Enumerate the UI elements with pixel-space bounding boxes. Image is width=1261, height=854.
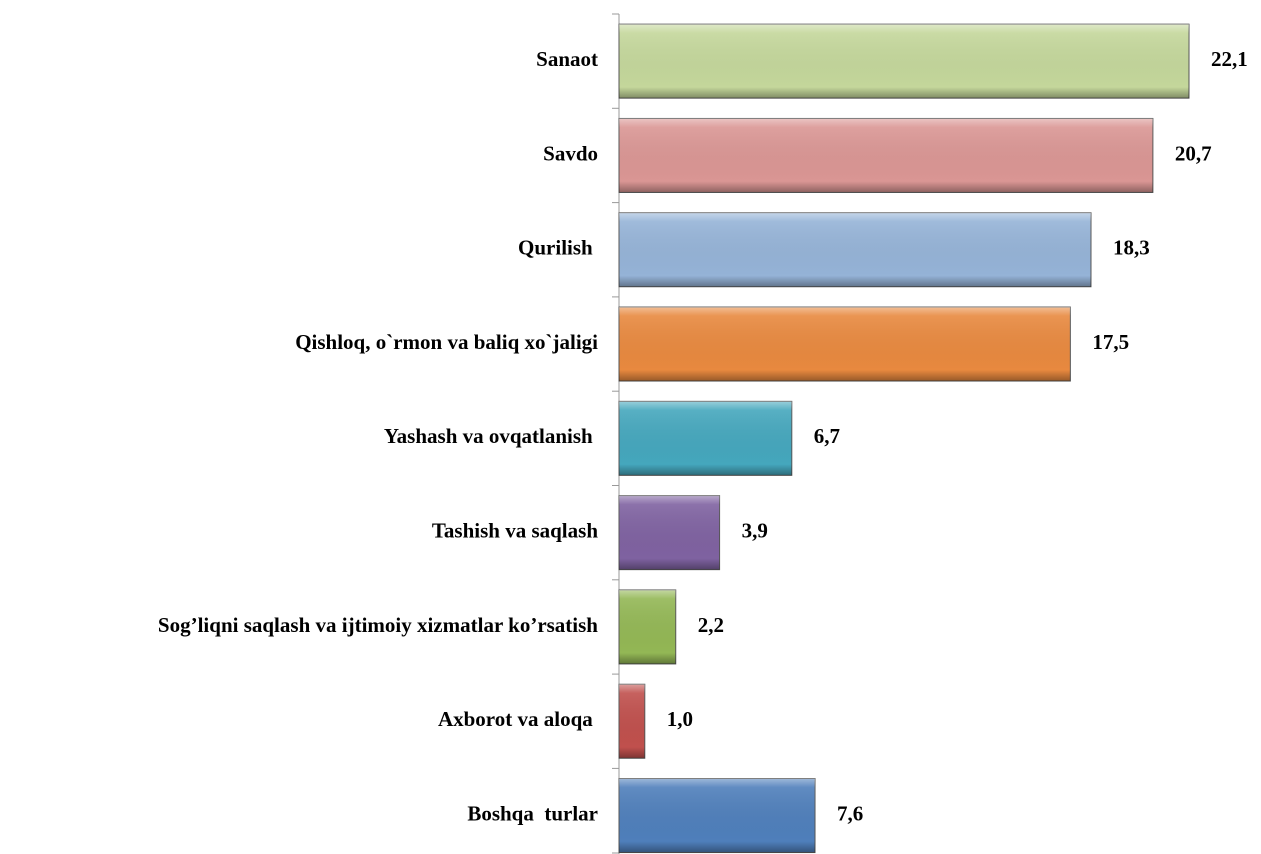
category-label: Boshqa turlar [467, 801, 598, 825]
bar-shine [619, 212, 1091, 287]
bar-shine [619, 307, 1071, 382]
data-label: 2,2 [698, 613, 724, 637]
category-label: Tashish va saqlash [432, 518, 598, 542]
data-label: 18,3 [1113, 236, 1150, 260]
data-label: 3,9 [742, 518, 768, 542]
category-label: Sog’liqni saqlash va ijtimoiy xizmatlar … [158, 613, 598, 637]
bar-shine [619, 118, 1153, 193]
data-label: 17,5 [1092, 330, 1129, 354]
bar-shine [619, 495, 720, 570]
category-label: Qurilish [518, 236, 598, 260]
bar-shine [619, 684, 645, 759]
bar-shine [619, 401, 792, 476]
category-label: Yashash va ovqatlanish [384, 424, 598, 448]
data-label: 22,1 [1211, 47, 1248, 71]
data-label: 6,7 [814, 424, 840, 448]
bar-shine [619, 24, 1189, 99]
bar-shine [619, 778, 816, 853]
category-label: Qishloq, o`rmon va baliq xo`jaligi [295, 330, 598, 354]
category-label: Savdo [543, 141, 598, 165]
bar-shine [619, 589, 676, 664]
category-label: Axborot va aloqa [438, 707, 598, 731]
data-label: 7,6 [837, 801, 863, 825]
category-label: Sanaot [536, 47, 598, 71]
data-label: 1,0 [667, 707, 693, 731]
data-label: 20,7 [1175, 141, 1212, 165]
